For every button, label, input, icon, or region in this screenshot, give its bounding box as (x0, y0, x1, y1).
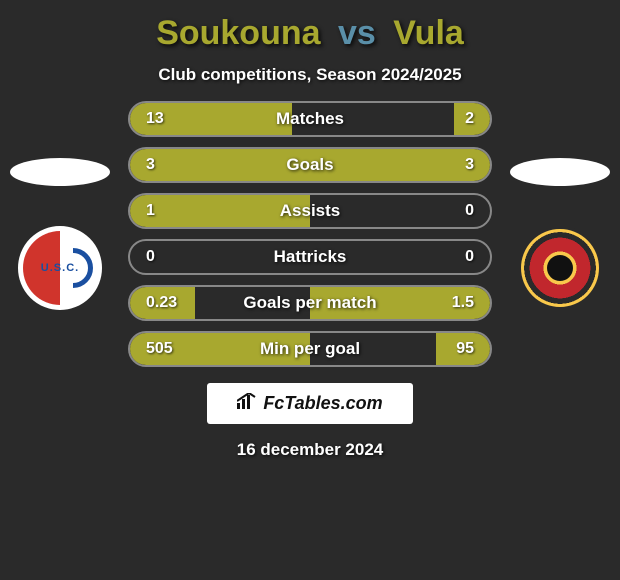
player2-name: Vula (393, 14, 464, 52)
bar-value-left: 0 (146, 248, 155, 266)
main-row: U.S.C. 13 2 Matches 3 3 Goals 1 0 Assists 0 0 Hattr… (0, 101, 620, 367)
bar-value-left: 1 (146, 202, 155, 220)
bar-fill-right (310, 149, 490, 181)
left-crest-column: U.S.C. (0, 158, 120, 310)
stat-bar: 0 0 Hattricks (128, 239, 492, 275)
crest-right-ball (547, 255, 573, 281)
club-crest-left: U.S.C. (18, 226, 102, 310)
bar-value-right: 0 (465, 248, 474, 266)
bar-fill-left (130, 149, 310, 181)
right-crest-column (500, 158, 620, 310)
site-badge: FcTables.com (207, 383, 412, 424)
bar-label: Assists (280, 201, 340, 221)
bar-value-right: 95 (456, 340, 474, 358)
subtitle: Club competitions, Season 2024/2025 (158, 65, 461, 85)
bar-label: Matches (276, 109, 344, 129)
player2-silhouette (510, 158, 610, 186)
bar-value-left: 3 (146, 156, 155, 174)
bar-value-right: 1.5 (452, 294, 474, 312)
bar-label: Goals per match (243, 293, 376, 313)
bar-value-right: 3 (465, 156, 474, 174)
player1-name: Soukouna (156, 14, 320, 52)
chart-icon (237, 393, 257, 414)
bar-label: Goals (286, 155, 333, 175)
comparison-bars: 13 2 Matches 3 3 Goals 1 0 Assists 0 0 Hattricks 0.2… (120, 101, 500, 367)
site-name: FcTables.com (263, 393, 382, 414)
bar-value-left: 13 (146, 110, 164, 128)
player1-silhouette (10, 158, 110, 186)
vs-text: vs (338, 14, 376, 52)
stat-bar: 3 3 Goals (128, 147, 492, 183)
crest-left-text: U.S.C. (41, 262, 79, 274)
stat-bar: 0.23 1.5 Goals per match (128, 285, 492, 321)
title-row: Soukouna vs Vula (156, 14, 464, 53)
stat-bar: 505 95 Min per goal (128, 331, 492, 367)
bar-value-right: 2 (465, 110, 474, 128)
bar-value-right: 0 (465, 202, 474, 220)
bar-label: Min per goal (260, 339, 360, 359)
bar-value-left: 505 (146, 340, 173, 358)
stat-bar: 1 0 Assists (128, 193, 492, 229)
date-text: 16 december 2024 (237, 440, 384, 460)
bar-value-left: 0.23 (146, 294, 177, 312)
stat-bar: 13 2 Matches (128, 101, 492, 137)
club-crest-right (518, 226, 602, 310)
bar-label: Hattricks (274, 247, 347, 267)
infographic-container: Soukouna vs Vula Club competitions, Seas… (0, 0, 620, 470)
